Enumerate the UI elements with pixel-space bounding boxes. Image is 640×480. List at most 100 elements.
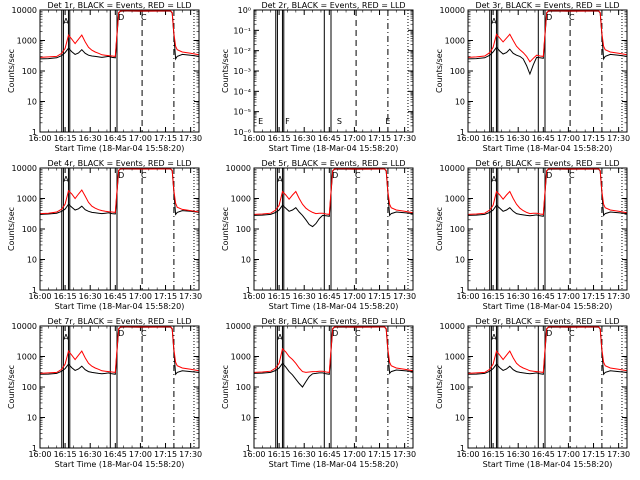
x-tick-label: 16:45 (318, 450, 341, 459)
detector-panel-5: Det 5r, BLACK = Events, RED = LLD Counts/… (221, 159, 416, 311)
x-tick-label: 16:00 (242, 134, 265, 143)
x-tick-label: 17:30 (179, 292, 202, 301)
detector-panel-2: Det 2r, BLACK = Events, RED = LLD Counts/… (221, 1, 416, 153)
x-tick-label: 16:30 (507, 292, 530, 301)
y-tick-label: 10 (27, 256, 37, 265)
region-letter: A (491, 333, 497, 342)
y-tick-label: 10000 (440, 164, 465, 173)
x-tick-label: 16:15 (268, 134, 291, 143)
y-tick-label: 1000 (231, 353, 251, 362)
region-letter: F (285, 117, 290, 126)
y-tick-label: 100 (22, 225, 37, 234)
region-letter: D (546, 329, 552, 338)
x-tick-label: 16:15 (54, 292, 77, 301)
x-axis-label: Start Time (18-Mar-04 15:58:20) (269, 460, 399, 469)
detector-panel-4: Det 4r, BLACK = Events, RED = LLD Counts/… (7, 159, 202, 311)
x-tick-label: 16:00 (242, 450, 265, 459)
y-tick-label: 10000 (12, 164, 37, 173)
x-tick-label: 17:15 (368, 134, 391, 143)
detector-panel-1: Det 1r, BLACK = Events, RED = LLD Counts/… (7, 1, 202, 153)
x-tick-label: 16:45 (104, 450, 127, 459)
panel-title: Det 5r, BLACK = Events, RED = LLD (261, 159, 405, 168)
x-tick-label: 16:15 (268, 450, 291, 459)
lld-series-line (39, 168, 200, 215)
region-letter: A (63, 17, 69, 26)
x-axis-label: Start Time (18-Mar-04 15:58:20) (269, 144, 399, 153)
x-axis-label: Start Time (18-Mar-04 15:58:20) (483, 302, 613, 311)
y-tick-label: 10000 (440, 322, 465, 331)
x-tick-label: 16:15 (268, 292, 291, 301)
x-tick-label: 16:15 (482, 450, 505, 459)
x-tick-label: 17:30 (393, 134, 416, 143)
region-letter: E (385, 117, 390, 126)
y-tick-label: 10⁻⁶ (233, 128, 251, 137)
region-letter: C (141, 13, 147, 22)
y-tick-label: 10000 (226, 322, 251, 331)
x-tick-label: 16:30 (293, 134, 316, 143)
region-letter: A (491, 175, 497, 184)
panel-title: Det 9r, BLACK = Events, RED = LLD (475, 317, 619, 326)
y-axis-label: Counts/sec (7, 365, 16, 409)
region-letter: C (569, 171, 575, 180)
x-tick-label: 16:30 (79, 450, 102, 459)
y-tick-label: 1000 (445, 37, 465, 46)
y-axis-label: Counts/sec (435, 365, 444, 409)
x-tick-label: 16:45 (104, 134, 127, 143)
y-axis-label: Counts/sec (435, 49, 444, 93)
y-tick-label: 10 (241, 414, 251, 423)
x-tick-label: 17:00 (129, 450, 152, 459)
region-letter: D (332, 171, 338, 180)
x-tick-label: 16:45 (104, 292, 127, 301)
panel-title: Det 7r, BLACK = Events, RED = LLD (47, 317, 191, 326)
x-tick-label: 16:30 (293, 292, 316, 301)
y-tick-label: 1 (460, 444, 465, 453)
x-tick-label: 17:15 (368, 450, 391, 459)
y-tick-label: 100 (236, 383, 251, 392)
y-axis-label: Counts/sec (7, 207, 16, 251)
x-tick-label: 16:00 (242, 292, 265, 301)
y-tick-label: 10⁻¹ (233, 26, 251, 35)
x-tick-label: 17:15 (582, 292, 605, 301)
detector-panel-8: Det 8r, BLACK = Events, RED = LLD Counts/… (221, 317, 416, 469)
plot-frame (467, 167, 628, 291)
x-tick-label: 16:00 (28, 292, 51, 301)
y-tick-label: 1 (246, 286, 251, 295)
region-letter: C (355, 329, 361, 338)
x-tick-label: 17:30 (607, 292, 630, 301)
x-tick-label: 17:30 (179, 450, 202, 459)
lld-series-line (39, 326, 200, 374)
y-tick-label: 10 (455, 98, 465, 107)
x-axis-label: Start Time (18-Mar-04 15:58:20) (55, 460, 185, 469)
x-tick-label: 17:15 (582, 134, 605, 143)
y-tick-label: 100 (236, 225, 251, 234)
x-tick-label: 17:30 (607, 134, 630, 143)
x-tick-label: 16:15 (482, 134, 505, 143)
panel-title: Det 4r, BLACK = Events, RED = LLD (47, 159, 191, 168)
y-tick-label: 1000 (17, 353, 37, 362)
y-tick-label: 100 (450, 383, 465, 392)
x-tick-label: 17:30 (607, 450, 630, 459)
detector-panel-7: Det 7r, BLACK = Events, RED = LLD Counts/… (7, 317, 202, 469)
panel-title: Det 1r, BLACK = Events, RED = LLD (47, 1, 191, 10)
y-tick-label: 10000 (440, 6, 465, 15)
lld-series-line (39, 10, 200, 58)
region-letter: C (141, 329, 147, 338)
y-tick-label: 10⁻³ (233, 67, 251, 76)
detector-panel-3: Det 3r, BLACK = Events, RED = LLD Counts/… (435, 1, 630, 153)
y-tick-label: 10⁰ (238, 6, 251, 15)
region-letter: D (118, 13, 124, 22)
x-tick-label: 16:15 (54, 134, 77, 143)
panel-title: Det 2r, BLACK = Events, RED = LLD (261, 1, 405, 10)
region-letter: S (337, 117, 342, 126)
x-tick-label: 16:15 (54, 450, 77, 459)
x-tick-label: 17:00 (343, 450, 366, 459)
region-letter: A (277, 333, 283, 342)
y-tick-label: 1000 (17, 37, 37, 46)
detector-panel-9: Det 9r, BLACK = Events, RED = LLD Counts/… (435, 317, 630, 469)
region-letter: D (546, 13, 552, 22)
y-tick-label: 10⁻² (233, 47, 251, 56)
region-letter: C (569, 13, 575, 22)
x-tick-label: 17:00 (129, 292, 152, 301)
x-tick-label: 17:15 (368, 292, 391, 301)
lld-series-line (253, 168, 414, 215)
